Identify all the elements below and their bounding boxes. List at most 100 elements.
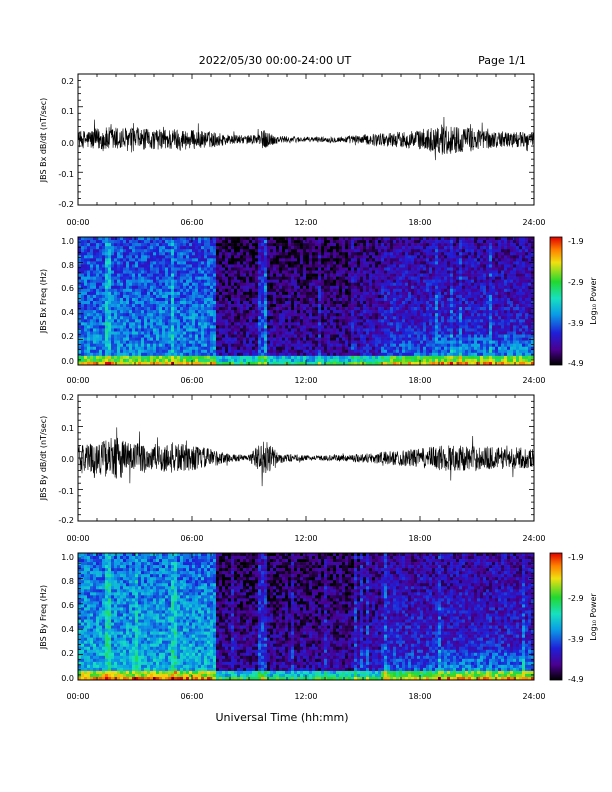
spectrogram-cell [369,264,373,268]
spectrogram-cell [114,337,118,341]
spectrogram-cell [354,313,358,317]
spectrogram-cell [219,337,223,341]
spectrogram-cell [366,358,370,363]
spectrogram-cell [324,307,328,311]
spectrogram-cell [156,246,160,250]
spectrogram-cell [144,270,148,274]
spectrogram-cell [183,328,187,332]
spectrogram-cell [153,328,157,332]
spectrogram-cell [237,310,241,314]
spectrogram-cell [207,291,211,296]
spectrogram-cell [135,288,139,293]
spectrogram-cell [372,340,376,344]
spectrogram-cell [252,355,256,360]
spectrogram-cell [168,255,172,259]
spectrogram-cell [252,282,256,287]
spectrogram-cell [90,316,94,320]
spectrogram-cell [321,337,325,341]
spectrogram-cell [186,349,190,354]
spectrogram-cell [99,264,103,268]
spectrogram-cell [153,349,157,354]
spectrogram-cell [372,313,376,317]
spectrogram-cell [258,307,262,311]
spectrogram-cell [192,267,196,271]
spectrogram-cell [318,352,322,357]
spectrogram-cell [87,237,91,241]
spectrogram-cell [381,334,385,338]
spectrogram-cell [243,297,247,302]
spectrogram-cell [210,258,214,262]
spectrogram-cell [396,310,400,314]
spectrogram-cell [96,352,100,357]
spectrogram-cell [222,276,226,280]
spectrogram-cell [426,352,430,357]
spectrogram-cell [363,325,367,329]
spectrogram-cell [210,319,214,323]
spectrogram-cell [411,243,415,247]
spectrogram-cell [216,313,220,317]
spectrogram-cell [429,316,433,320]
spectrogram-cell [135,276,139,280]
spectrogram-cell [351,237,355,241]
spectrogram-cell [351,246,355,250]
spectrogram-cell [228,307,232,311]
spectrogram-cell [117,325,121,329]
spectrogram-cell [282,294,286,299]
spectrogram-cell [342,322,346,326]
spectrogram-cell [270,334,274,338]
spectrogram-cell [96,243,100,247]
spectrogram-cell [378,310,382,314]
spectrogram-cell [147,355,151,360]
spectrogram-cell [369,307,373,311]
spectrogram-cell [360,352,364,357]
spectrogram-cell [189,288,193,293]
spectrogram-cell [282,291,286,296]
spectrogram-cell [378,331,382,335]
spectrogram-cell [309,328,313,332]
spectrogram-cell [381,252,385,256]
spectrogram-cell [156,297,160,302]
spectrogram-cell [336,252,340,256]
spectrogram-cell [414,343,418,348]
spectrogram-cell [108,291,112,296]
spectrogram-cell [264,270,268,274]
spectrogram-cell [174,279,178,284]
spectrogram-cell [228,313,232,317]
spectrogram-cell [150,358,154,363]
spectrogram-cell [312,343,316,348]
spectrogram-cell [402,237,406,241]
spectrogram-cell [219,361,223,366]
spectrogram-cell [108,310,112,314]
spectrogram-cell [246,276,250,280]
spectrogram-cell [381,355,385,360]
spectrogram-cell [420,294,424,299]
spectrogram-cell [288,249,292,253]
spectrogram-cell [138,246,142,250]
spectrogram-cell [369,237,373,241]
spectrogram-cell [135,279,139,284]
spectrogram-cell [330,352,334,357]
spectrogram-cell [399,337,403,341]
spectrogram-cell [309,310,313,314]
spectrogram-cell [261,358,265,363]
spectrogram-cell [240,267,244,271]
spectrogram-cell [423,273,427,277]
spectrogram-cell [171,334,175,338]
spectrogram-cell [108,249,112,253]
spectrogram-cell [180,264,184,268]
spectrogram-cell [198,297,202,302]
spectrogram-cell [282,237,286,241]
spectrogram-cell [93,258,97,262]
spectrogram-cell [198,310,202,314]
spectrogram-cell [153,301,157,305]
spectrogram-cell [300,258,304,262]
spectrogram-cell [366,276,370,280]
spectrogram-cell [171,249,175,253]
spectrogram-cell [141,313,145,317]
spectrogram-cell [273,346,277,351]
spectrogram-cell [222,243,226,247]
spectrogram-cell [141,358,145,363]
spectrogram-cell [303,349,307,354]
spectrogram-cell [297,301,301,305]
spectrogram-cell [276,343,280,348]
